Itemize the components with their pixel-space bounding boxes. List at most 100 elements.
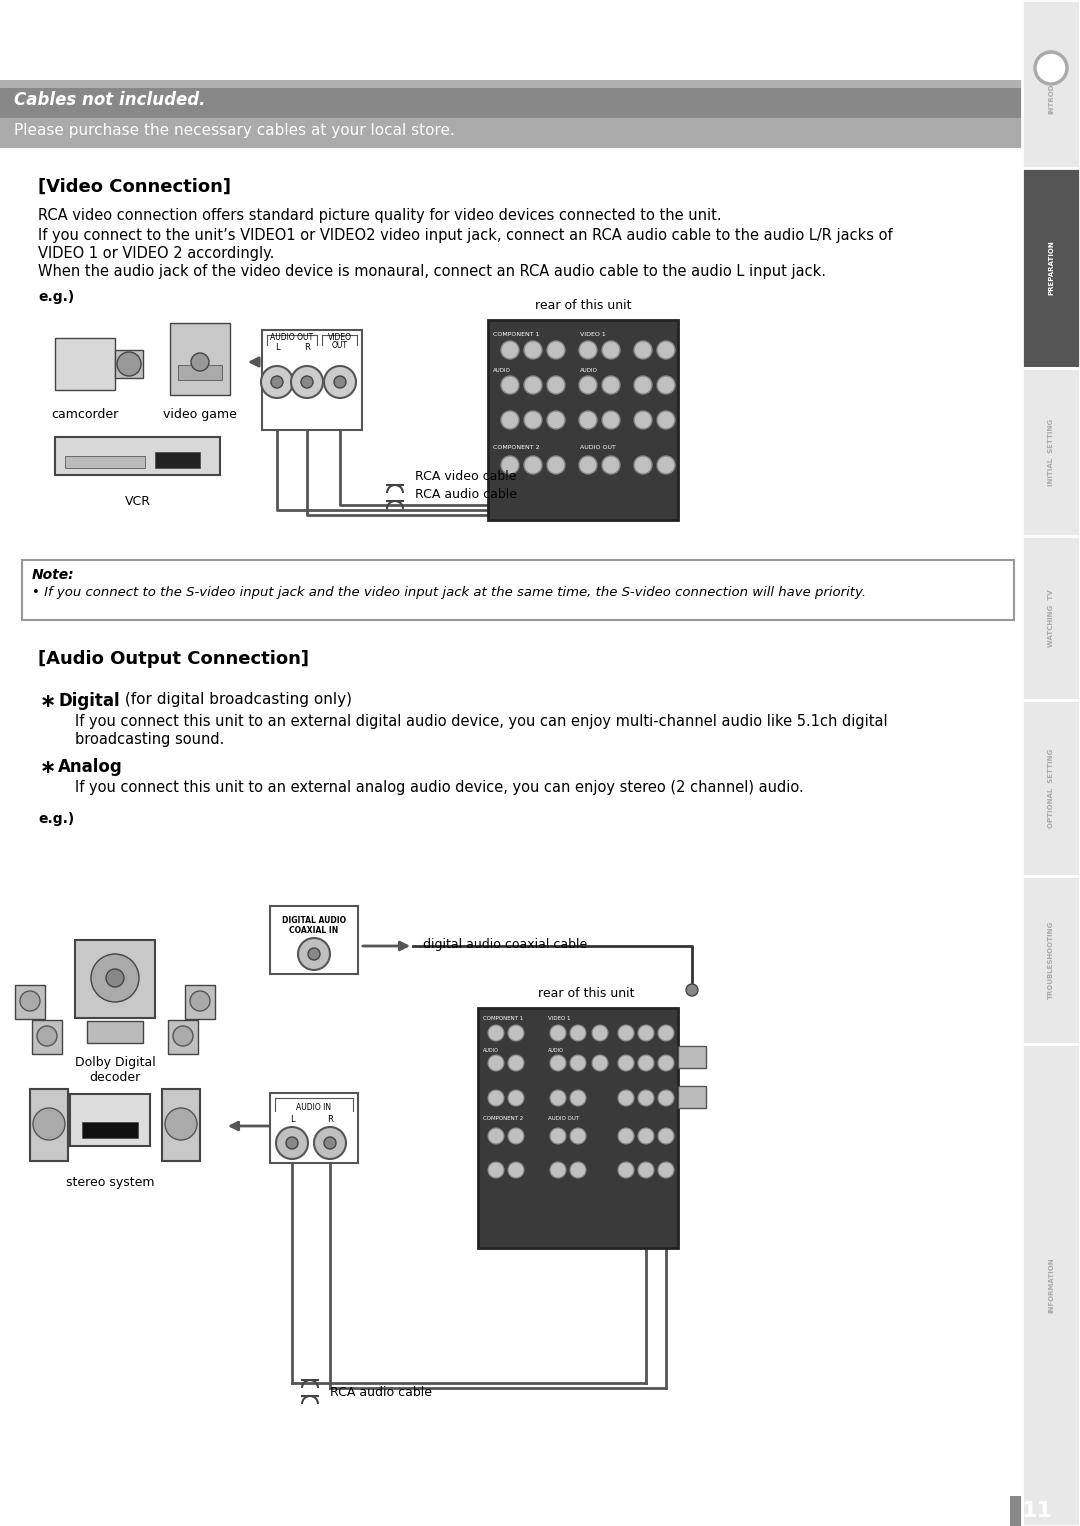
- Circle shape: [301, 375, 313, 388]
- Text: COMPONENT 2: COMPONENT 2: [483, 1116, 523, 1122]
- Circle shape: [314, 1128, 346, 1160]
- Text: VIDEO 1: VIDEO 1: [580, 333, 606, 337]
- Text: If you connect to the unit’s VIDEO1 or VIDEO2 video input jack, connect an RCA a: If you connect to the unit’s VIDEO1 or V…: [38, 227, 893, 243]
- Text: COMPONENT 1: COMPONENT 1: [492, 333, 540, 337]
- Circle shape: [658, 1161, 674, 1178]
- Circle shape: [501, 375, 519, 394]
- Text: AUDIO OUT: AUDIO OUT: [580, 446, 616, 450]
- Bar: [87, 1021, 143, 1042]
- Circle shape: [618, 1090, 634, 1106]
- Text: VIDEO 1 or VIDEO 2 accordingly.: VIDEO 1 or VIDEO 2 accordingly.: [38, 246, 274, 261]
- Bar: [30, 1090, 68, 1161]
- Circle shape: [550, 1090, 566, 1106]
- Circle shape: [570, 1161, 586, 1178]
- Bar: [1022, 368, 1080, 536]
- Bar: [168, 1019, 198, 1054]
- Text: COMPONENT 2: COMPONENT 2: [492, 446, 540, 450]
- Bar: [0, 89, 1022, 118]
- Text: Analog: Analog: [58, 758, 123, 777]
- Circle shape: [165, 1108, 197, 1140]
- Circle shape: [508, 1128, 524, 1144]
- Text: digital audio coaxial cable: digital audio coaxial cable: [423, 938, 588, 951]
- Text: VIDEO: VIDEO: [328, 334, 352, 342]
- Circle shape: [488, 1054, 504, 1071]
- Text: RCA audio cable: RCA audio cable: [415, 488, 517, 501]
- Circle shape: [117, 353, 141, 375]
- Circle shape: [324, 366, 356, 398]
- Circle shape: [570, 1090, 586, 1106]
- Text: AUDIO: AUDIO: [548, 1048, 564, 1053]
- Text: • If you connect to the S-video input jack and the video input jack at the same : • If you connect to the S-video input ja…: [32, 586, 866, 600]
- Circle shape: [501, 340, 519, 359]
- Text: camcorder: camcorder: [52, 407, 119, 421]
- Circle shape: [686, 984, 698, 996]
- Circle shape: [524, 375, 542, 394]
- Text: If you connect this unit to an external analog audio device, you can enjoy stere: If you connect this unit to an external …: [75, 780, 804, 795]
- Bar: [22, 560, 1014, 620]
- Bar: [82, 1122, 138, 1138]
- Circle shape: [37, 1025, 57, 1045]
- Circle shape: [550, 1025, 566, 1041]
- Circle shape: [501, 410, 519, 429]
- Circle shape: [602, 340, 620, 359]
- Bar: [15, 984, 45, 1019]
- Circle shape: [546, 375, 565, 394]
- Text: L: L: [289, 1116, 295, 1125]
- Text: stereo system: stereo system: [66, 1177, 154, 1189]
- Circle shape: [579, 456, 597, 475]
- Text: COAXIAL IN: COAXIAL IN: [289, 926, 339, 935]
- Text: Cables not included.: Cables not included.: [14, 92, 205, 108]
- Circle shape: [286, 1137, 298, 1149]
- Text: Digital: Digital: [58, 691, 120, 710]
- Circle shape: [634, 410, 652, 429]
- Text: rear of this unit: rear of this unit: [535, 299, 631, 311]
- Text: When the audio jack of the video device is monaural, connect an RCA audio cable : When the audio jack of the video device …: [38, 264, 826, 279]
- Bar: [32, 1019, 62, 1054]
- Circle shape: [508, 1025, 524, 1041]
- Circle shape: [658, 1128, 674, 1144]
- Bar: [185, 984, 215, 1019]
- Text: AUDIO: AUDIO: [492, 368, 511, 372]
- Bar: [478, 1009, 678, 1248]
- Circle shape: [592, 1054, 608, 1071]
- Circle shape: [602, 456, 620, 475]
- Circle shape: [21, 990, 40, 1012]
- Text: TROUBLESHOOTING: TROUBLESHOOTING: [1048, 920, 1054, 1000]
- Circle shape: [602, 410, 620, 429]
- Bar: [178, 365, 222, 380]
- Circle shape: [657, 410, 675, 429]
- Circle shape: [602, 375, 620, 394]
- Circle shape: [271, 375, 283, 388]
- Bar: [262, 330, 362, 430]
- Bar: [678, 1087, 706, 1108]
- Circle shape: [276, 1128, 308, 1160]
- Text: INTRODUCTION: INTRODUCTION: [1048, 53, 1054, 114]
- Circle shape: [261, 366, 293, 398]
- Text: RCA video cable: RCA video cable: [415, 470, 516, 484]
- Bar: [488, 320, 678, 520]
- Circle shape: [546, 410, 565, 429]
- Text: Dolby Digital
decoder: Dolby Digital decoder: [75, 1056, 156, 1083]
- Circle shape: [546, 456, 565, 475]
- Bar: [70, 1094, 150, 1146]
- Text: e.g.): e.g.): [38, 290, 75, 304]
- Bar: [162, 1090, 200, 1161]
- Circle shape: [618, 1054, 634, 1071]
- Text: RCA video connection offers standard picture quality for video devices connected: RCA video connection offers standard pic…: [38, 208, 721, 223]
- Circle shape: [570, 1128, 586, 1144]
- Circle shape: [91, 954, 139, 1003]
- Circle shape: [592, 1025, 608, 1041]
- Circle shape: [291, 366, 323, 398]
- Bar: [55, 436, 220, 475]
- Circle shape: [550, 1161, 566, 1178]
- Text: ∗: ∗: [40, 691, 56, 711]
- Circle shape: [524, 340, 542, 359]
- Circle shape: [570, 1025, 586, 1041]
- Text: AUDIO OUT: AUDIO OUT: [270, 334, 313, 342]
- Bar: [162, 453, 192, 462]
- Circle shape: [546, 340, 565, 359]
- Text: L: L: [274, 343, 280, 353]
- Circle shape: [638, 1054, 654, 1071]
- Bar: [270, 1093, 357, 1163]
- Text: RCA audio cable: RCA audio cable: [330, 1386, 432, 1399]
